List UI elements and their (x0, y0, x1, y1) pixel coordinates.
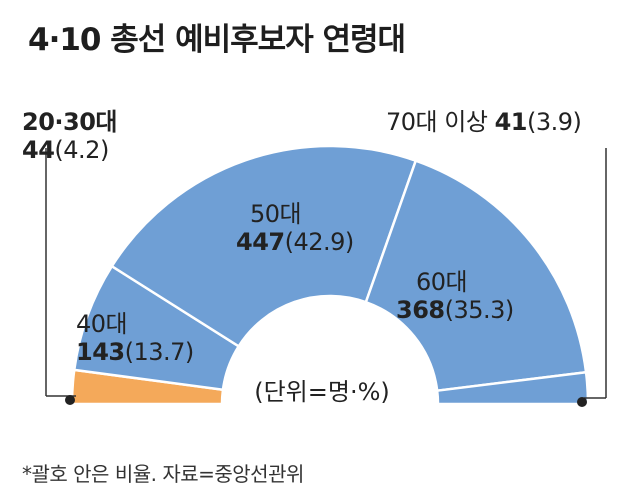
leader-dot-20-30 (65, 395, 75, 405)
count-60s: 368 (396, 296, 445, 324)
label-60s: 60대 368(35.3) (396, 268, 514, 324)
category-label-20-30: 20·30대 (22, 108, 118, 136)
percent-40s: (13.7) (124, 338, 195, 366)
count-20-30: 44 (22, 136, 55, 164)
segment-group (70, 144, 590, 406)
footnote: *괄호 안은 비율. 자료=중앙선관위 (22, 462, 304, 486)
percent-60s: (35.3) (444, 296, 515, 324)
label-20-30: 20·30대 44(4.2) (22, 108, 118, 164)
value-label-60s: 368(35.3) (396, 296, 514, 324)
percent-70-plus: (3.9) (526, 108, 582, 136)
value-label-20-30: 44(4.2) (22, 136, 117, 164)
label-50s: 50대 447(42.9) (236, 200, 354, 256)
label-40s: 40대 143(13.7) (76, 310, 194, 366)
count-50s: 447 (236, 228, 285, 256)
category-label-70-plus: 70대 이상 (386, 108, 488, 136)
chart-title: 4·10 총선 예비후보자 연령대 (28, 22, 406, 58)
category-label-40s: 40대 (76, 310, 128, 338)
value-label-40s: 143(13.7) (76, 338, 194, 366)
count-70-plus: 41 (494, 108, 528, 136)
segment-50s (110, 144, 418, 349)
leader-line-group (45, 148, 607, 407)
percent-50s: (42.9) (284, 228, 355, 256)
leader-dot-70-plus (577, 397, 587, 407)
count-40s: 143 (76, 338, 125, 366)
unit-label: (단위=명·%) (254, 378, 390, 406)
segment-70-plus (435, 370, 590, 406)
segment-60s (364, 159, 588, 393)
category-label-50s: 50대 (250, 200, 302, 228)
value-label-50s: 447(42.9) (236, 228, 354, 256)
category-label-60s: 60대 (416, 268, 468, 296)
label-70-plus: 70대 이상 41(3.9) (386, 108, 582, 136)
percent-20-30: (4.2) (54, 136, 109, 164)
